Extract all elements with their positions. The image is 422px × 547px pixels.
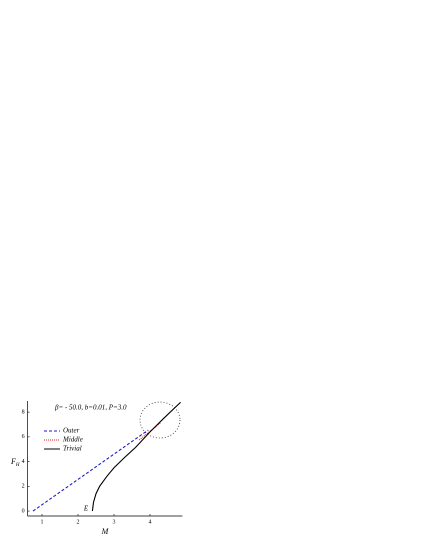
y-tick-label: 8 (22, 410, 25, 416)
x-tick-label: 1 (41, 519, 44, 525)
x-tick-label: 3 (113, 519, 116, 525)
y-axis-label: FH (10, 457, 20, 468)
series-line (91, 401, 181, 512)
highlight-circle (139, 401, 181, 439)
x-tick-label: 4 (149, 519, 152, 525)
series-line (138, 422, 162, 441)
y-tick-label: 6 (22, 434, 25, 440)
series-line (32, 429, 149, 512)
y-tick-label: 4 (22, 459, 25, 465)
y-tick-label: 0 (22, 508, 25, 514)
legend-label: Middle (62, 436, 83, 444)
y-axis-label-main: F (10, 457, 16, 466)
x-tick-label: 2 (77, 519, 80, 525)
annotation: β= - 50.0, b=0.01, P=3.0 (54, 404, 127, 412)
y-axis-label-sub: H (15, 463, 20, 468)
legend-label: Outer (63, 427, 80, 435)
point-label: E (83, 505, 89, 513)
y-tick-label: 2 (22, 484, 25, 490)
legend-label: Trivial (63, 445, 82, 453)
x-axis-label: M (101, 527, 110, 536)
